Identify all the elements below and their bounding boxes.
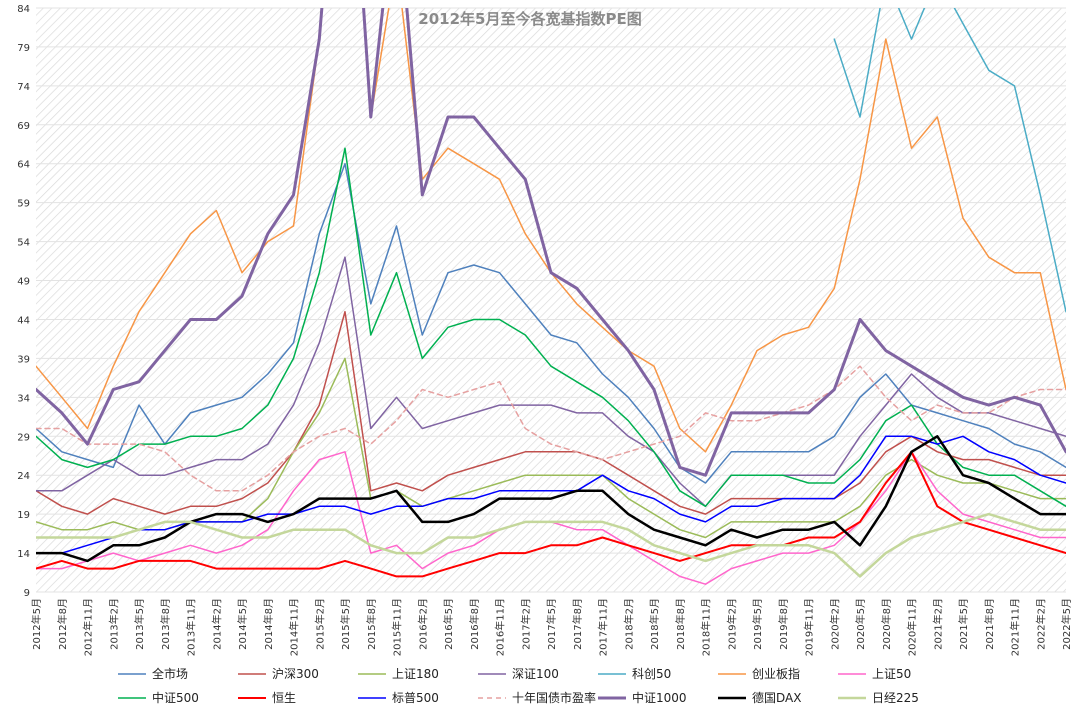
series-line-0 [36, 162, 1066, 484]
series-line-8 [36, 450, 1066, 578]
y-tick-label: 54 [17, 238, 30, 249]
y-axis: 9 14 19 24 29 34 39 44 49 54 59 64 69 74 79 84 [17, 4, 1066, 599]
legend: 全市场 沪深300 上证180 深证100 科创50 创业板指 上证50 中证500 恒生 标普5… [118, 666, 919, 705]
x-tick-label: 2019年2月 [725, 598, 738, 650]
x-tick-label: 2014年11月 [288, 598, 301, 656]
y-tick-label: 19 [17, 510, 30, 521]
x-tick-label: 2019年8月 [777, 598, 790, 650]
x-tick-label: 2013年5月 [133, 598, 146, 650]
x-tick-label: 2015年5月 [339, 598, 352, 650]
x-tick-label: 2019年11月 [803, 598, 816, 656]
x-tick-label: 2020年11月 [906, 598, 919, 656]
series-line-3 [36, 256, 1066, 508]
legend-label: 中证1000 [632, 690, 687, 705]
y-tick-label: 14 [17, 549, 30, 560]
legend-label: 深证100 [512, 667, 559, 681]
x-tick-label: 2012年5月 [30, 598, 43, 650]
x-tick-label: 2014年5月 [236, 598, 249, 650]
series-line-10 [36, 365, 1066, 492]
x-tick-label: 2021年2月 [931, 598, 944, 650]
y-tick-label: 44 [17, 315, 30, 326]
legend-label: 沪深300 [272, 667, 319, 681]
y-tick-label: 24 [17, 471, 30, 482]
x-tick-label: 2018年11月 [700, 598, 713, 656]
legend-label: 标普500 [392, 691, 439, 705]
plot-background [36, 8, 1066, 592]
series-line-1 [36, 310, 1066, 515]
legend-label: 创业板指 [752, 666, 800, 681]
series-line-13 [36, 512, 1066, 578]
series-layer [36, 8, 1066, 585]
x-tick-label: 2021年8月 [983, 598, 996, 650]
x-tick-label: 2020年5月 [854, 598, 867, 650]
legend-label: 上证180 [392, 667, 439, 681]
y-tick-label: 59 [17, 199, 30, 210]
x-axis: 2012年5月 2012年8月 2012年11月 2013年2月 2013年5月 2013… [30, 598, 1073, 656]
x-tick-label: 2020年2月 [828, 598, 841, 650]
x-tick-label: 2012年11月 [82, 598, 95, 656]
y-tick-label: 39 [17, 354, 30, 365]
legend-label: 十年国债市盈率 [512, 690, 596, 705]
x-tick-label: 2017年2月 [519, 598, 532, 650]
x-tick-label: 2016年11月 [494, 598, 507, 656]
x-tick-label: 2021年11月 [1009, 598, 1022, 656]
x-tick-label: 2018年5月 [648, 598, 661, 650]
series-line-9 [36, 435, 1066, 554]
y-tick-label: 74 [17, 82, 30, 93]
series-line-7 [36, 147, 1066, 508]
x-tick-label: 2013年8月 [159, 598, 172, 650]
y-tick-label: 84 [17, 4, 30, 15]
legend-label: 科创50 [632, 667, 671, 681]
legend-label: 全市场 [152, 666, 188, 681]
x-tick-label: 2018年2月 [622, 598, 635, 650]
x-tick-label: 2015年8月 [365, 598, 378, 650]
chart-title: 2012年5月至今各宽基指数PE图 [418, 10, 641, 28]
x-tick-label: 2015年11月 [391, 598, 404, 656]
x-tick-label: 2022年5月 [1060, 598, 1073, 650]
x-tick-label: 2017年5月 [545, 598, 558, 650]
legend-label: 恒生 [272, 691, 296, 705]
series-line-11 [36, 8, 1066, 477]
x-tick-label: 2013年11月 [185, 598, 198, 656]
legend-label: 日经225 [872, 691, 919, 705]
y-tick-label: 9 [24, 588, 30, 599]
x-tick-label: 2014年8月 [262, 598, 275, 650]
y-tick-label: 64 [17, 160, 30, 171]
series-line-12 [36, 435, 1066, 563]
x-tick-label: 2016年2月 [416, 598, 429, 650]
x-tick-label: 2020年8月 [880, 598, 893, 650]
y-tick-label: 34 [17, 393, 30, 404]
x-tick-label: 2022年2月 [1034, 598, 1047, 650]
x-tick-label: 2016年5月 [442, 598, 455, 650]
x-tick-label: 2012年8月 [56, 598, 69, 650]
x-tick-label: 2013年2月 [107, 598, 120, 650]
y-tick-label: 29 [17, 432, 30, 443]
y-tick-label: 49 [17, 277, 30, 288]
y-tick-label: 69 [17, 121, 30, 132]
x-tick-label: 2021年5月 [957, 598, 970, 650]
x-tick-label: 2017年8月 [571, 598, 584, 650]
series-line-4 [833, 8, 1066, 313]
legend-label: 中证500 [152, 690, 199, 705]
x-tick-label: 2015年2月 [313, 598, 326, 650]
x-tick-label: 2018年8月 [674, 598, 687, 650]
legend-label: 上证50 [872, 667, 911, 681]
x-tick-label: 2019年5月 [751, 598, 764, 650]
y-tick-label: 79 [17, 43, 30, 54]
legend-label: 德国DAX [752, 690, 801, 705]
x-tick-label: 2014年2月 [210, 598, 223, 650]
x-tick-label: 2017年11月 [597, 598, 610, 656]
x-tick-label: 2016年8月 [468, 598, 481, 650]
